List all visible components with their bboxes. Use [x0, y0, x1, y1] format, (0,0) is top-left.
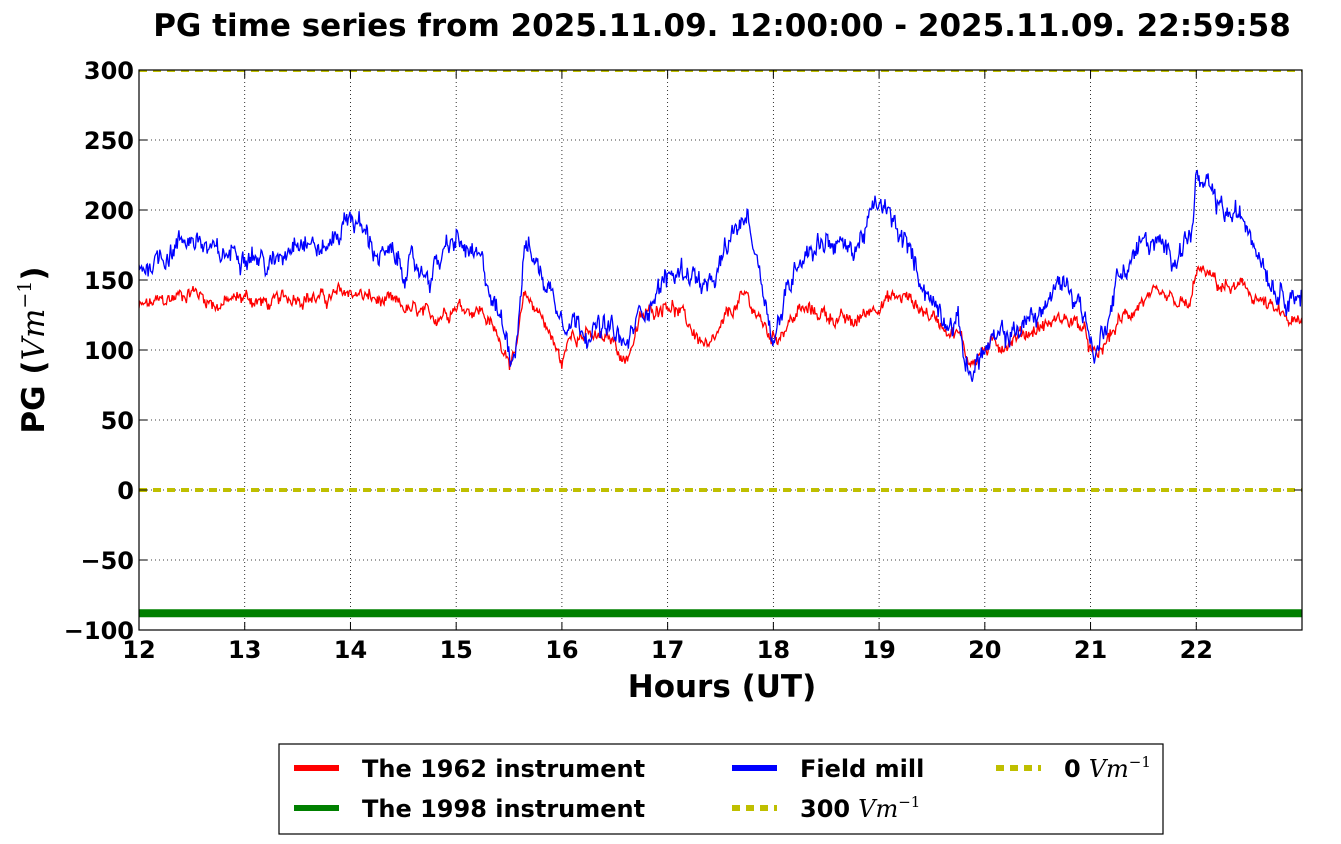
- x-tick-label: 20: [968, 636, 1001, 664]
- x-axis-label: Hours (UT): [628, 669, 817, 705]
- legend-label: The 1998 instrument: [362, 795, 645, 823]
- y-tick-label: 300: [84, 57, 134, 85]
- x-tick-label: 22: [1180, 636, 1213, 664]
- legend-label: Field mill: [800, 755, 924, 783]
- series-line-1962-instrument: [139, 265, 1302, 370]
- series-line-field-mill: [139, 169, 1302, 382]
- grid-lines: [138, 69, 1302, 631]
- y-tick-label: 150: [84, 267, 134, 295]
- y-axis-label-exponent: −1: [14, 281, 36, 309]
- y-tick-label: −100: [64, 617, 134, 645]
- x-tick-label: 17: [651, 636, 684, 664]
- x-tick-label: 12: [122, 636, 155, 664]
- x-tick-label: 14: [334, 636, 367, 664]
- legend-label: 300 Vm−1: [800, 793, 920, 823]
- y-tick-label: 100: [84, 337, 134, 365]
- x-tick-label: 19: [862, 636, 895, 664]
- x-tick-label: 16: [545, 636, 578, 664]
- y-tick-label: −50: [80, 547, 134, 575]
- y-axis-label-prefix: PG (: [16, 360, 52, 433]
- legend: The 1962 instrument The 1998 instrument Fi…: [294, 753, 1151, 823]
- y-tick-label: 200: [84, 197, 134, 225]
- x-tick-label: 18: [757, 636, 790, 664]
- y-tick-label: 250: [84, 127, 134, 155]
- legend-label: 0 Vm−1: [1064, 753, 1151, 783]
- y-axis-label-unit: Vm: [16, 309, 52, 361]
- axis-ticks: 12 13 14 15 16 17 18 19 20 21 22 300 250 200 150 100 50 0…: [64, 57, 1302, 664]
- x-tick-label: 21: [1074, 636, 1107, 664]
- x-tick-label: 13: [228, 636, 261, 664]
- chart-title: PG time series from 2025.11.09. 12:00:00…: [153, 8, 1291, 44]
- y-tick-label: 50: [101, 407, 134, 435]
- series-layer: [139, 70, 1302, 618]
- y-axis-label: PG (Vm−1): [14, 266, 52, 433]
- legend-box: [278, 743, 1164, 835]
- y-axis-label-suffix: ): [16, 266, 52, 280]
- x-tick-label: 15: [439, 636, 472, 664]
- legend-label: The 1962 instrument: [362, 755, 645, 783]
- y-tick-label: 0: [117, 477, 134, 505]
